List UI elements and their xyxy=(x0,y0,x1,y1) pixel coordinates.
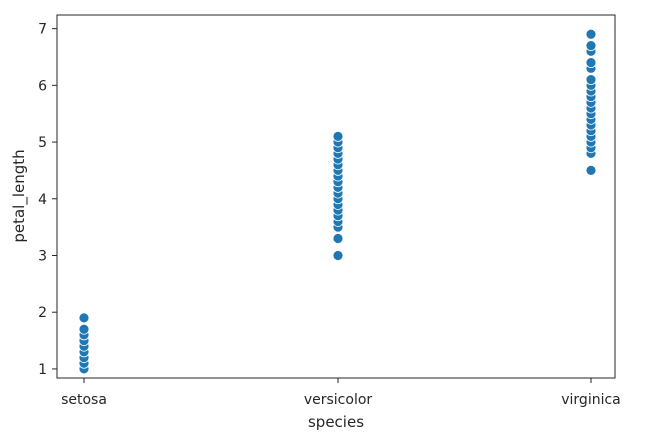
x-tick-label-versicolor: versicolor xyxy=(304,392,373,408)
y-ticks: 1 2 3 4 5 6 7 xyxy=(38,22,57,378)
y-tick-label: 2 xyxy=(38,305,47,321)
x-tick-label-setosa: setosa xyxy=(61,392,107,408)
y-tick-label: 6 xyxy=(38,78,47,94)
y-axis-label: petal_length xyxy=(10,149,29,242)
data-point-virginica xyxy=(585,74,597,86)
y-tick-label: 3 xyxy=(38,248,47,264)
data-point-versicolor xyxy=(332,233,344,244)
data-point-virginica xyxy=(585,28,597,40)
plot-frame xyxy=(56,14,616,379)
data-point-setosa xyxy=(78,323,90,335)
data-point-setosa xyxy=(78,312,90,324)
data-point-virginica xyxy=(585,40,597,52)
data-point-virginica xyxy=(585,57,597,69)
y-tick-label: 7 xyxy=(38,22,47,38)
data-point-versicolor xyxy=(332,250,344,261)
y-tick-label: 1 xyxy=(38,362,47,378)
data-point-virginica xyxy=(585,165,597,176)
x-tick-label-virginica: virginica xyxy=(561,392,621,408)
data-point-versicolor xyxy=(332,130,344,142)
x-ticks: setosa versicolor virginica xyxy=(61,378,621,408)
x-axis-label: species xyxy=(308,413,364,431)
data-points xyxy=(78,28,597,375)
y-tick-label: 4 xyxy=(38,192,47,208)
axes xyxy=(56,14,616,379)
y-tick-label: 5 xyxy=(38,135,47,151)
